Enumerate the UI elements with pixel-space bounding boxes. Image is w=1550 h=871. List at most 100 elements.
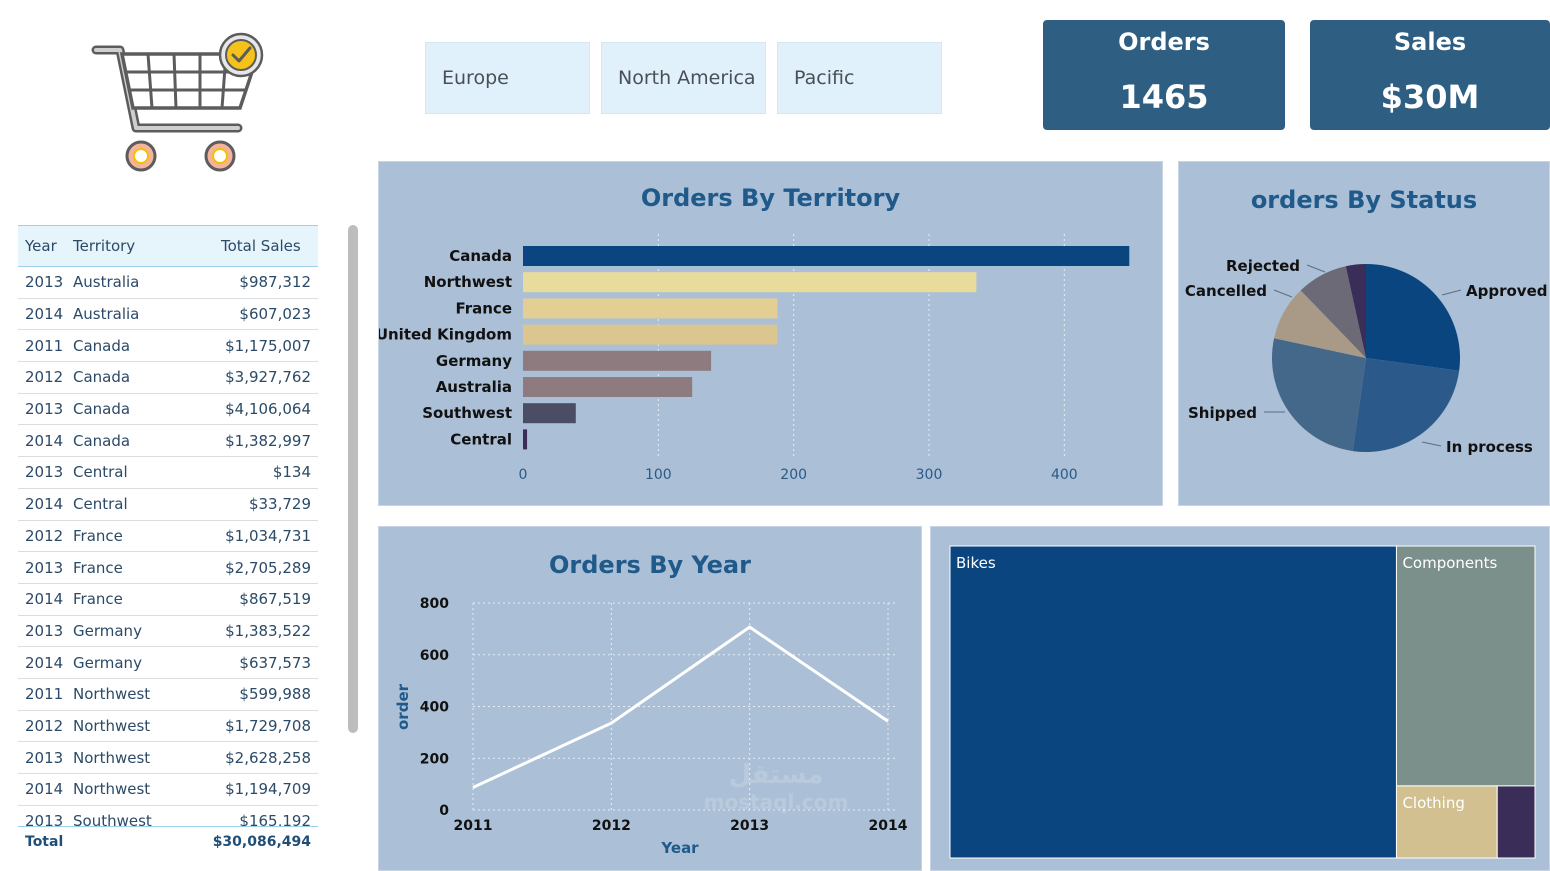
sales-table: Year Territory Total Sales 2013 Australia… xyxy=(18,225,318,857)
table-row[interactable]: 2013 Germany $1,383,522 xyxy=(18,616,318,648)
x-tick-label: 2012 xyxy=(592,818,631,834)
cell-year: 2014 xyxy=(25,653,64,672)
table-scrollbar[interactable] xyxy=(348,225,358,733)
pie-label: Shipped xyxy=(1188,404,1257,422)
cell-territory: Northwest xyxy=(73,780,151,799)
x-tick-label: 100 xyxy=(645,467,672,483)
table-row[interactable]: 2012 France $1,034,731 xyxy=(18,521,318,553)
table-row[interactable]: 2014 Central $33,729 xyxy=(18,489,318,521)
orders-by-territory-title: Orders By Territory xyxy=(640,184,901,212)
table-body: 2013 Australia $987,312 2014 Australia $607,0… xyxy=(18,267,318,827)
table-row[interactable]: 2011 Canada $1,175,007 xyxy=(18,330,318,363)
cell-year: 2013 xyxy=(25,463,64,482)
cell-territory: Germany xyxy=(73,621,142,640)
bar-united-kingdom xyxy=(523,324,778,345)
x-tick-label: 2011 xyxy=(454,818,493,834)
y-tick-label: 400 xyxy=(420,700,449,716)
orders-by-status-chart: Approved In process Shipped Cancelled Reject… xyxy=(1185,257,1548,456)
cell-territory: Canada xyxy=(73,431,131,450)
cell-total-sales: $3,927,762 xyxy=(225,368,311,387)
y-tick-label: 200 xyxy=(420,751,449,767)
cell-territory: Northwest xyxy=(73,685,151,704)
treemap-bikes xyxy=(949,545,1397,859)
cell-year: 2014 xyxy=(25,780,64,799)
pie-slice-shipped xyxy=(1272,338,1366,452)
pie-slice-other xyxy=(1345,264,1366,358)
pie-slice-cancelled xyxy=(1274,290,1366,358)
cell-territory: Central xyxy=(73,495,128,514)
cell-total-sales: $2,628,258 xyxy=(225,748,311,767)
table-row[interactable]: 2014 Canada $1,382,997 xyxy=(18,425,318,458)
x-tick-label: 200 xyxy=(780,467,807,483)
category-label: United Kingdom xyxy=(379,326,512,344)
table-total-row: Total $30,086,494 xyxy=(18,826,318,856)
slicer-pacific[interactable]: Pacific xyxy=(777,42,942,114)
orders-kpi-label: Orders xyxy=(1118,28,1210,56)
total-value: $30,086,494 xyxy=(212,833,311,850)
column-header-year[interactable]: Year xyxy=(25,237,57,255)
pie-slice-in-process xyxy=(1352,358,1460,452)
treemap-label-bikes: Bikes xyxy=(956,554,996,572)
cell-total-sales: $607,023 xyxy=(239,305,311,324)
category-label: Canada xyxy=(449,247,512,265)
pie-label: In process xyxy=(1446,438,1533,456)
cell-territory: Northwest xyxy=(73,716,151,735)
table-row[interactable]: 2012 Northwest $1,729,708 xyxy=(18,711,318,743)
cell-year: 2013 xyxy=(25,558,64,577)
table-row[interactable]: 2013 Southwest $165,192 xyxy=(18,806,318,827)
table-row[interactable]: 2014 France $867,519 xyxy=(18,584,318,616)
watermark-arabic: مستقل xyxy=(728,760,824,790)
pie-label: Rejected xyxy=(1226,257,1300,275)
table-row[interactable]: 2012 Canada $3,927,762 xyxy=(18,362,318,394)
orders-by-status-title: orders By Status xyxy=(1250,186,1478,214)
cell-year: 2012 xyxy=(25,526,64,545)
cell-territory: Central xyxy=(73,463,128,482)
treemap-label-clothing: Clothing xyxy=(1402,794,1464,812)
x-tick-label: 400 xyxy=(1051,467,1078,483)
cell-year: 2014 xyxy=(25,590,64,609)
cell-territory: Canada xyxy=(73,368,131,387)
category-treemap-panel: Bikes Components Clothing xyxy=(930,526,1550,871)
sales-kpi-value: $30M xyxy=(1380,78,1480,116)
table-row[interactable]: 2013 Canada $4,106,064 xyxy=(18,394,318,426)
cell-year: 2012 xyxy=(25,716,64,735)
category-label: Northwest xyxy=(424,273,512,291)
cell-total-sales: $33,729 xyxy=(248,495,311,514)
treemap-other xyxy=(1496,785,1536,859)
table-row[interactable]: 2014 Germany $637,573 xyxy=(18,647,318,679)
y-tick-label: 800 xyxy=(420,596,449,612)
cell-territory: Australia xyxy=(73,305,140,324)
orders-by-year-chart: 0 200 400 600 800 2011 2012 2013 2014 Year order xyxy=(394,596,908,857)
table-row[interactable]: 2014 Northwest $1,194,709 xyxy=(18,774,318,806)
table-row[interactable]: 2013 France $2,705,289 xyxy=(18,552,318,584)
cell-total-sales: $1,194,709 xyxy=(225,780,311,799)
cell-total-sales: $4,106,064 xyxy=(225,400,311,419)
cell-total-sales: $2,705,289 xyxy=(225,558,311,577)
orders-by-year-title: Orders By Year xyxy=(549,551,751,579)
cell-year: 2013 xyxy=(25,748,64,767)
slicer-north-america[interactable]: North America xyxy=(601,42,766,114)
pie-leader-line xyxy=(1306,264,1326,273)
table-row[interactable]: 2013 Northwest $2,628,258 xyxy=(18,742,318,774)
cell-territory: France xyxy=(73,590,123,609)
sales-kpi-card: Sales $30M xyxy=(1310,20,1550,130)
pie-label: Cancelled xyxy=(1185,282,1267,300)
category-treemap-chart: Bikes Components Clothing xyxy=(949,545,1536,859)
x-tick-label: 2014 xyxy=(869,818,908,834)
treemap-label-components: Components xyxy=(1402,554,1497,572)
cell-year: 2013 xyxy=(25,273,64,292)
column-header-total-sales[interactable]: Total Sales xyxy=(221,237,301,255)
column-header-territory[interactable]: Territory xyxy=(73,237,136,255)
table-row[interactable]: 2011 Northwest $599,988 xyxy=(18,679,318,711)
table-row[interactable]: 2013 Central $134 xyxy=(18,457,318,489)
table-row[interactable]: 2013 Australia $987,312 xyxy=(18,267,318,299)
pie-label: Approved xyxy=(1466,282,1547,300)
table-row[interactable]: 2014 Australia $607,023 xyxy=(18,299,318,331)
pie-leader-line xyxy=(1273,289,1293,298)
cell-year: 2011 xyxy=(25,336,64,355)
cell-year: 2014 xyxy=(25,495,64,514)
watermark: مستقل mostaql.com xyxy=(676,760,876,850)
slicer-europe[interactable]: Europe xyxy=(425,42,590,114)
cell-territory: Australia xyxy=(73,273,140,292)
x-tick-label: 2013 xyxy=(730,818,769,834)
